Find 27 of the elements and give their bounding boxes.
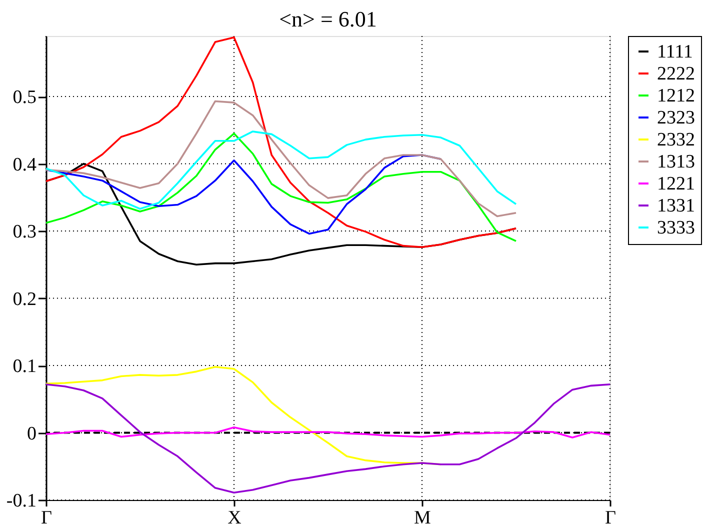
y-tick-label: 0.1 xyxy=(12,356,36,378)
x-tick-label: Γ xyxy=(41,508,52,528)
legend-label: 2222 xyxy=(657,64,695,84)
legend-label: 2323 xyxy=(657,108,695,128)
legend-label: 3333 xyxy=(657,218,695,238)
legend-label: 1111 xyxy=(657,42,693,62)
y-tick-label: 0 xyxy=(27,423,36,444)
x-tick-label: Γ xyxy=(605,508,616,528)
y-tick-label: 0.4 xyxy=(12,154,37,176)
y-tick-label: 0.3 xyxy=(12,222,36,243)
legend-label: 2332 xyxy=(657,130,695,150)
line-series xyxy=(46,36,517,248)
line-series xyxy=(46,426,610,438)
line-series xyxy=(46,130,517,210)
line-series xyxy=(46,132,517,242)
y-tick-label: -0.1 xyxy=(6,490,36,512)
legend-label: 1221 xyxy=(657,174,695,194)
y-tick-label: 0.2 xyxy=(12,288,36,310)
line-series xyxy=(46,383,610,494)
x-tick-label: X xyxy=(228,508,242,528)
chart-title: <n> = 6.01 xyxy=(279,6,377,32)
legend-label: 1331 xyxy=(657,196,695,216)
line-series xyxy=(46,100,517,218)
x-tick-label: M xyxy=(414,508,432,528)
legend-label: 1313 xyxy=(657,152,695,172)
legend-label: 1212 xyxy=(657,86,695,106)
y-tick-label: 0.5 xyxy=(12,87,36,108)
